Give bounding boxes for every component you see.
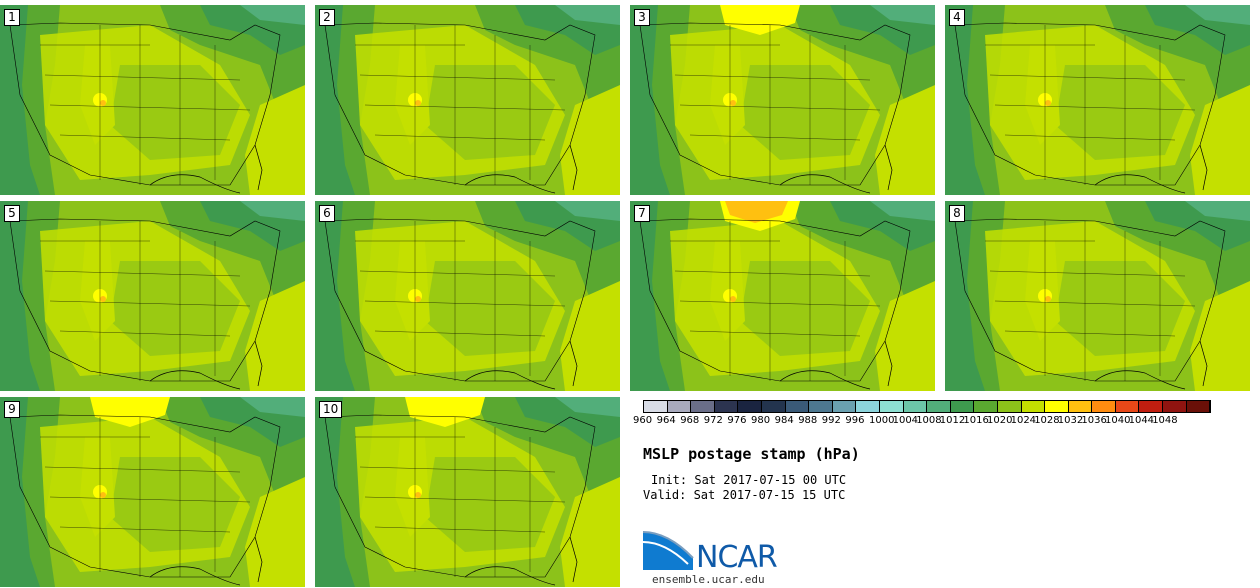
panel-label: 4 [949, 9, 965, 26]
colorbar-swatch [1021, 401, 1046, 412]
logo-text: NCAR [696, 540, 778, 575]
panel-label: 10 [319, 401, 343, 418]
panel-label: 6 [319, 205, 335, 222]
panel-label: 9 [4, 401, 20, 418]
colorbar-tick-label: 976 [727, 415, 747, 426]
ncar-logo-icon [643, 531, 694, 570]
colorbar-swatch [785, 401, 810, 412]
colorbar-tick-label: 988 [798, 415, 818, 426]
colorbar-tick-label: 1020 [987, 415, 1013, 426]
colorbar-tick-label: 1008 [916, 415, 942, 426]
map-panel-10: 10 [315, 397, 620, 587]
colorbar-swatch [1115, 401, 1140, 412]
colorbar-swatch [667, 401, 692, 412]
colorbar-swatch [714, 401, 739, 412]
map-panel-6: 6 [315, 201, 620, 391]
map-panel-8: 8 [945, 201, 1250, 391]
colorbar-swatch [644, 401, 668, 412]
colorbar-tick-label: 960 [633, 415, 653, 426]
colorbar-tick-label: 1036 [1081, 415, 1107, 426]
colorbar-tick-label: 992 [821, 415, 841, 426]
panel-label: 3 [634, 9, 650, 26]
colorbar-swatch [809, 401, 833, 412]
map-panel-2: 2 [315, 5, 620, 195]
colorbar-tick-label: 1000 [869, 415, 895, 426]
map-panel-5: 5 [0, 201, 305, 391]
colorbar-swatch [1092, 401, 1116, 412]
colorbar-tick-label: 1024 [1010, 415, 1037, 426]
init-time: Init: Sat 2017-07-15 00 UTC [651, 473, 847, 487]
colorbar-swatch [856, 401, 880, 412]
colorbar-swatch [879, 401, 904, 412]
panel-label: 1 [4, 9, 20, 26]
colorbar-tick-label: 1032 [1057, 415, 1084, 426]
map-panel-9: 9 [0, 397, 305, 587]
colorbar [643, 400, 1212, 413]
colorbar-tick-label: 1004 [892, 415, 919, 426]
panel-label: 5 [4, 205, 20, 222]
colorbar-tick-label: 964 [656, 415, 676, 426]
url-text: ensemble.ucar.edu [652, 573, 765, 586]
colorbar-swatch [1068, 401, 1093, 412]
colorbar-tick-label: 1044 [1128, 415, 1155, 426]
colorbar-swatch [927, 401, 951, 412]
colorbar-tick-label: 968 [680, 415, 700, 426]
map-title: MSLP postage stamp (hPa) [643, 445, 860, 463]
colorbar-swatch [903, 401, 928, 412]
colorbar-tick-label: 1048 [1152, 415, 1178, 426]
colorbar-tick-label: 1012 [939, 415, 966, 426]
colorbar-tick-label: 1028 [1034, 415, 1060, 426]
colorbar-tick-label: 972 [703, 415, 723, 426]
colorbar-labels: 960 964 968 972 976 980 984 988 992 996 1000 1004 10… [632, 415, 1252, 429]
panel-label: 2 [319, 9, 335, 26]
colorbar-tick-label: 984 [774, 415, 794, 426]
panel-label: 7 [634, 205, 650, 222]
map-panel-3: 3 [630, 5, 935, 195]
colorbar-swatch [1186, 401, 1211, 412]
colorbar-tick-label: 1040 [1105, 415, 1131, 426]
map-panel-4: 4 [945, 5, 1250, 195]
colorbar-swatch [738, 401, 762, 412]
colorbar-tick-label: 996 [845, 415, 865, 426]
colorbar-swatch [997, 401, 1022, 412]
valid-time: Valid: Sat 2017-07-15 15 UTC [643, 488, 846, 502]
colorbar-swatch [1163, 401, 1187, 412]
colorbar-tick-label: 1016 [963, 415, 989, 426]
colorbar-swatch [1045, 401, 1069, 412]
colorbar-swatch [950, 401, 975, 412]
map-panel-1: 1 [0, 5, 305, 195]
colorbar-swatch [1139, 401, 1164, 412]
colorbar-swatch [832, 401, 857, 412]
panel-label: 8 [949, 205, 965, 222]
colorbar-swatch [761, 401, 786, 412]
map-panel-7: 7 [630, 201, 935, 391]
colorbar-tick-label: 980 [751, 415, 771, 426]
colorbar-swatch [691, 401, 715, 412]
colorbar-swatch [974, 401, 998, 412]
